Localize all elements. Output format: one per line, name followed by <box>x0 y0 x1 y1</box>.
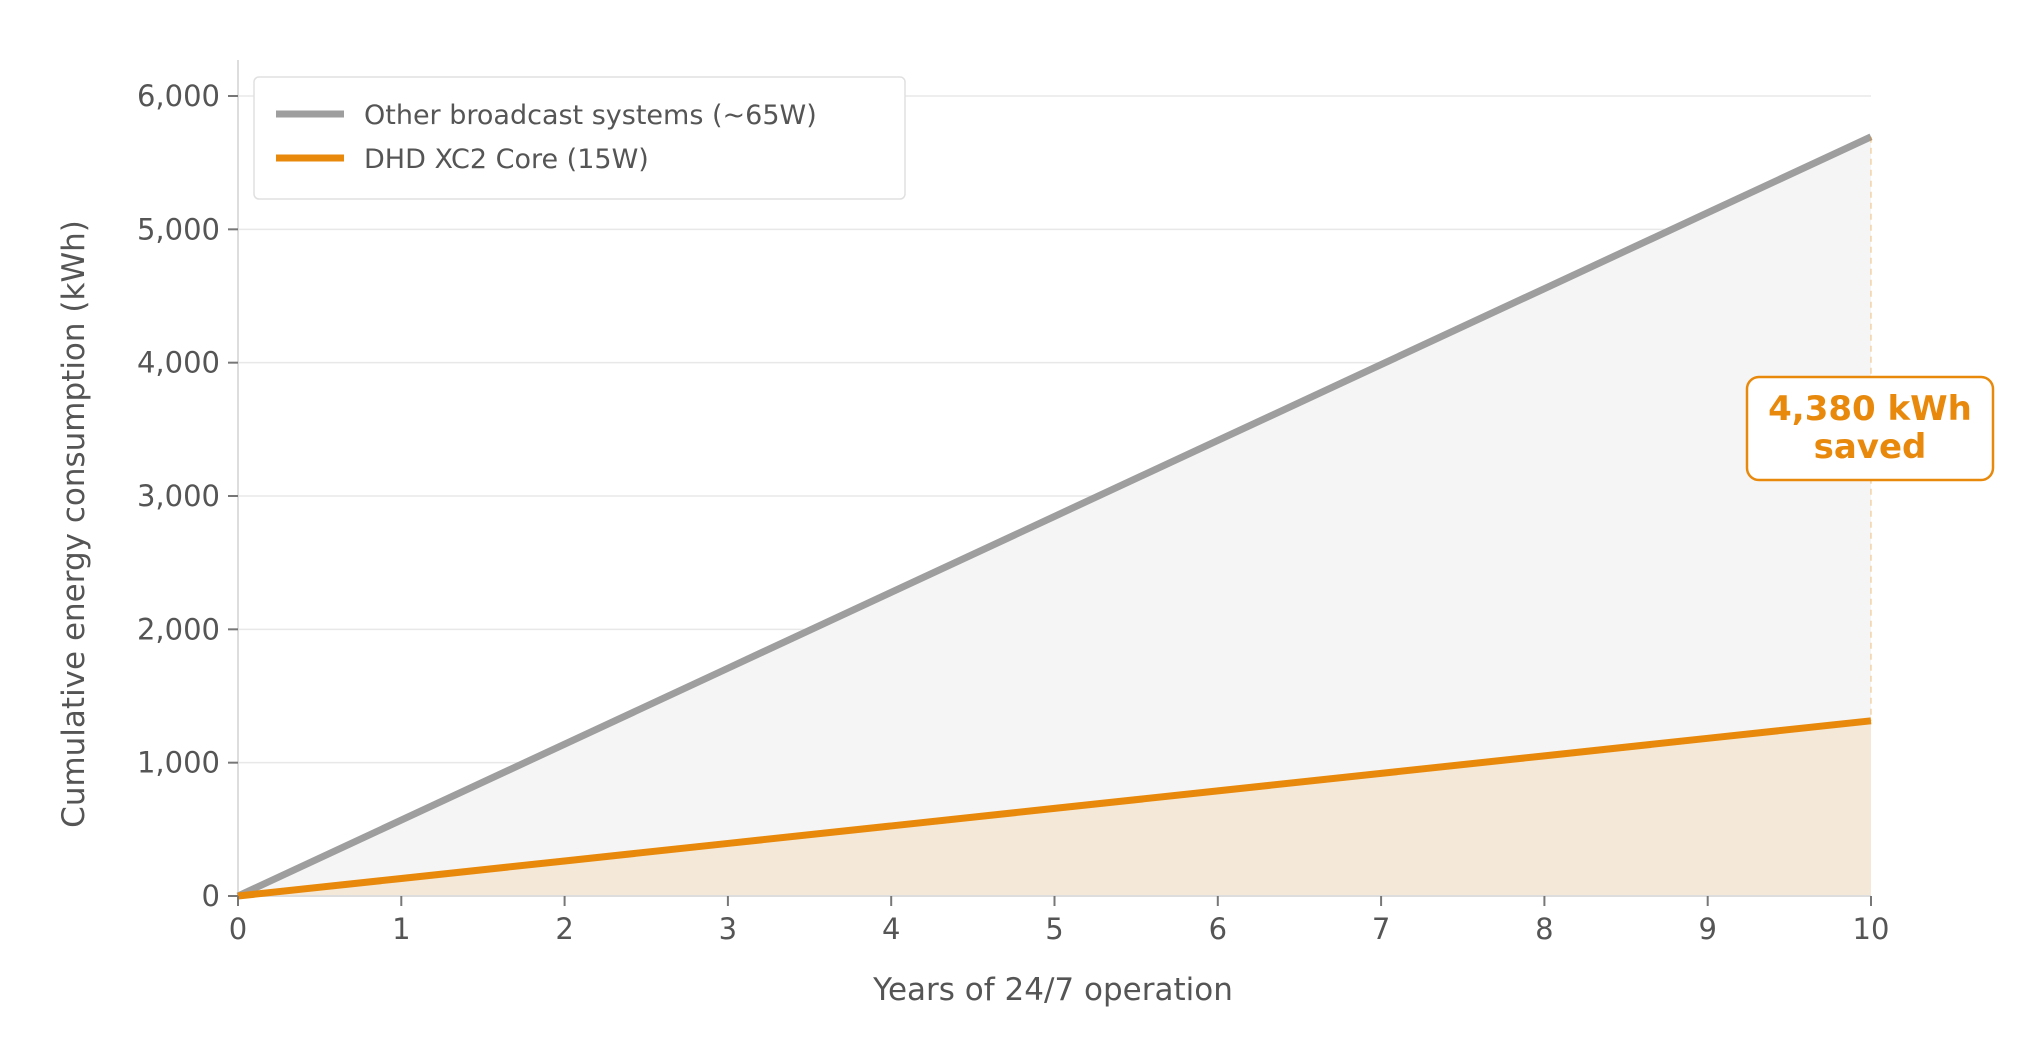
y-axis-ticks: 0 1,000 2,000 3,000 4,000 5,000 6,000 <box>137 79 238 913</box>
legend: Other broadcast systems (~65W) DHD XC2 C… <box>253 76 906 200</box>
x-tick-label-9: 9 <box>1698 912 1716 946</box>
y-tick-label-6,000: 6,000 <box>137 79 220 113</box>
x-axis-ticks: 0 1 2 3 4 5 6 7 8 9 10 <box>229 896 1890 946</box>
x-tick-label-1: 1 <box>392 912 410 946</box>
x-tick-label-10: 10 <box>1853 912 1890 946</box>
y-tick-label-3,000: 3,000 <box>137 479 220 513</box>
savings-annotation: 4,380 kWh saved <box>1745 136 1995 721</box>
x-tick-label-4: 4 <box>882 912 900 946</box>
y-tick-label-0: 0 <box>202 879 220 913</box>
savings-callout-line2: saved <box>1814 427 1927 467</box>
x-tick-label-3: 3 <box>719 912 737 946</box>
x-axis-label: Years of 24/7 operation <box>872 972 1233 1008</box>
x-tick-label-6: 6 <box>1209 912 1227 946</box>
x-tick-label-0: 0 <box>229 912 247 946</box>
y-tick-label-5,000: 5,000 <box>137 212 220 246</box>
line-dhd-xc2-core <box>237 717 1872 900</box>
x-tick-label-2: 2 <box>555 912 573 946</box>
x-tick-label-8: 8 <box>1535 912 1553 946</box>
legend-label-other: Other broadcast systems (~65W) <box>364 100 817 131</box>
y-tick-label-1,000: 1,000 <box>137 746 220 780</box>
y-tick-label-2,000: 2,000 <box>137 612 220 646</box>
y-axis-label: Cumulative energy consumption (kWh) <box>56 220 92 828</box>
legend-box <box>253 76 906 200</box>
y-tick-label-4,000: 4,000 <box>137 346 220 380</box>
legend-label-dhd: DHD XC2 Core (15W) <box>364 144 649 175</box>
line-other-broadcast-systems <box>236 133 1873 900</box>
series-lines <box>236 133 1873 900</box>
x-tick-label-7: 7 <box>1372 912 1390 946</box>
x-tick-label-5: 5 <box>1045 912 1063 946</box>
savings-callout-box <box>1745 375 1995 482</box>
savings-callout-line1: 4,380 kWh <box>1768 389 1972 429</box>
